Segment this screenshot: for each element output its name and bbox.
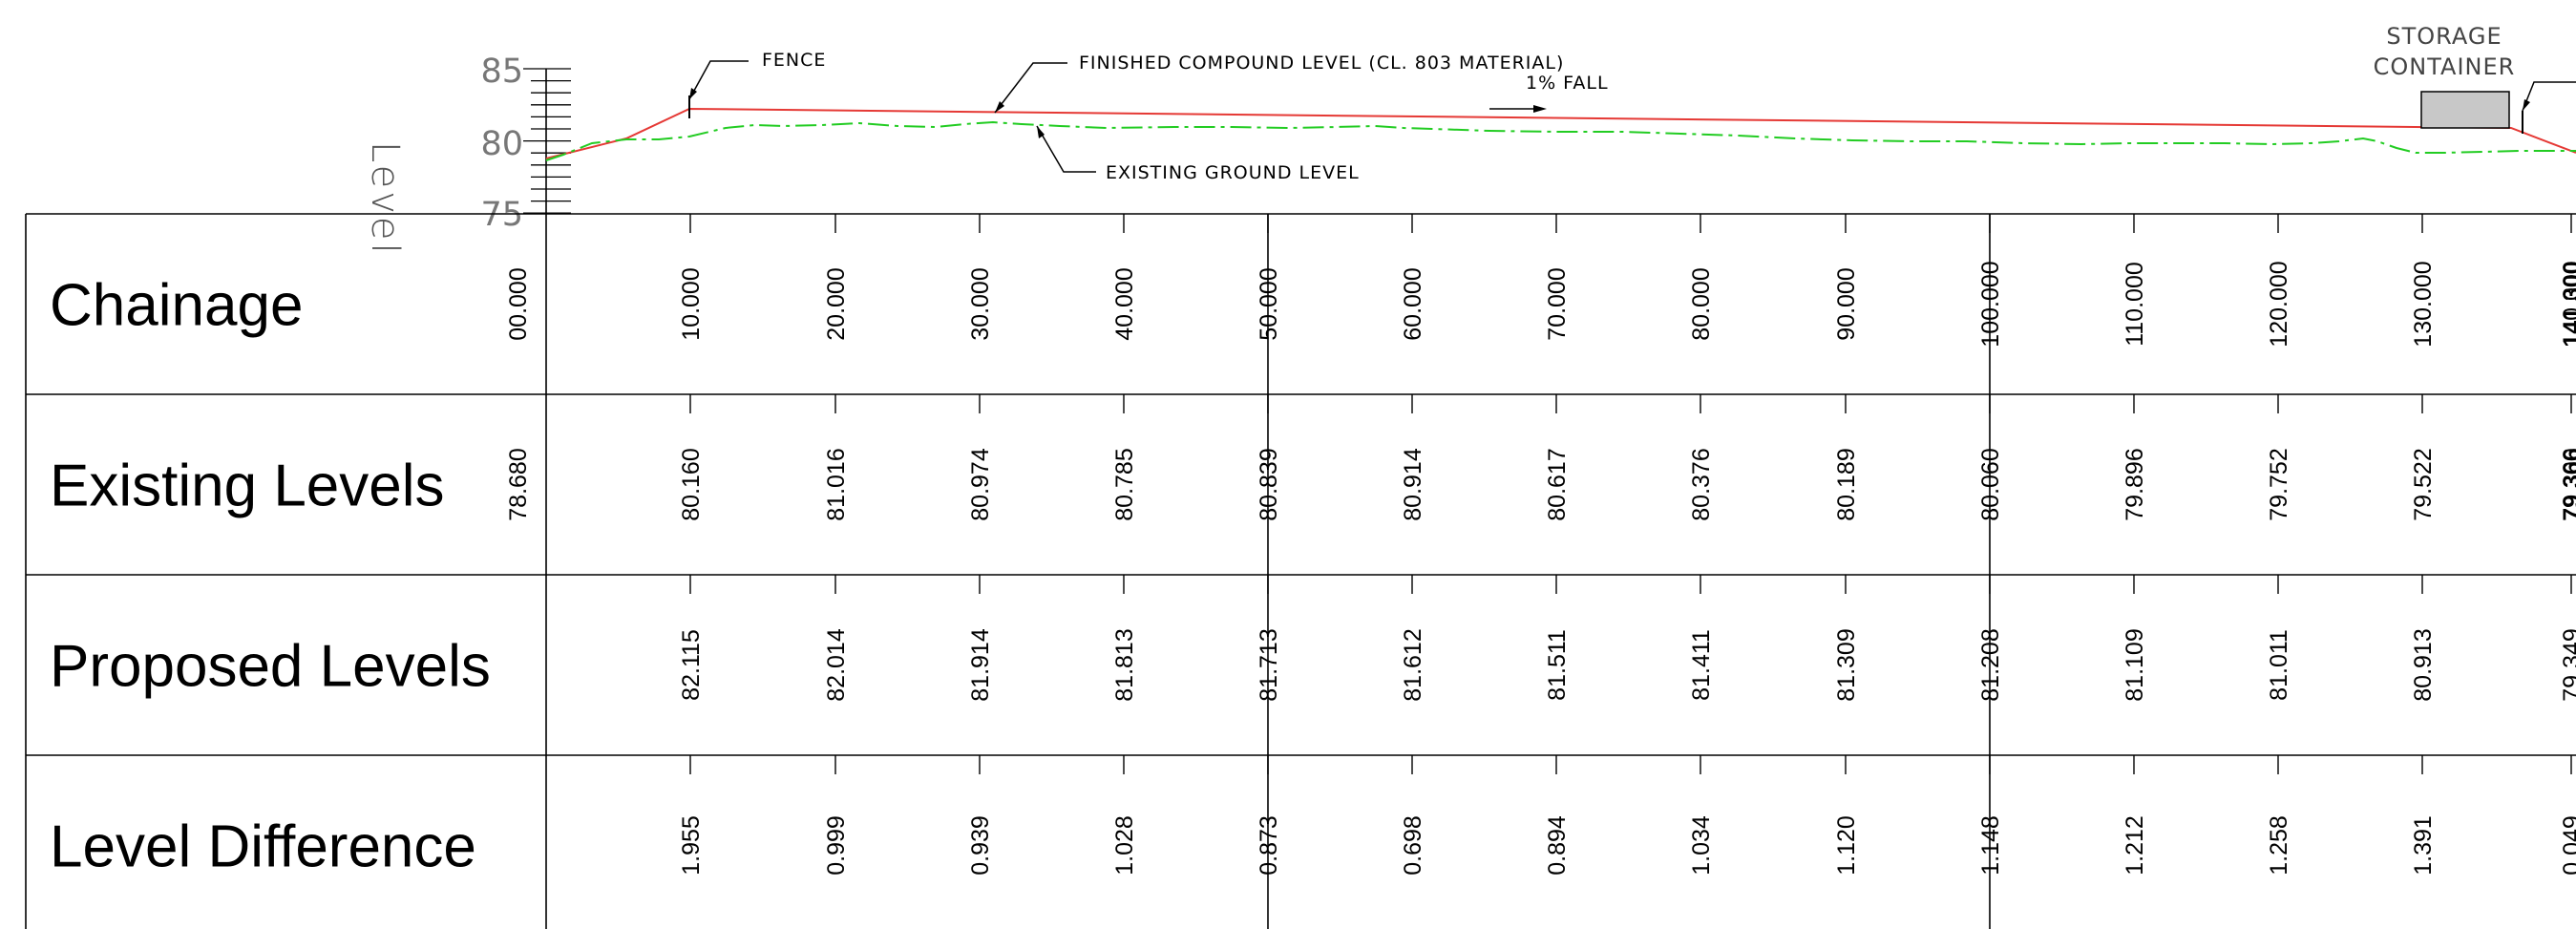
fence-arrowhead (689, 88, 697, 99)
table-cell-value: 0.939 (967, 815, 994, 876)
proposed-level-line (545, 107, 2576, 159)
table-cell-value: 1.028 (1111, 815, 1138, 876)
axis-tick-85: 85 (480, 53, 523, 91)
table-cell-value: 60.000 (1400, 267, 1426, 340)
table-cell-value: 90.000 (1833, 267, 1860, 340)
profile-annotations: FENCE FINISHED COMPOUND LEVEL (CL. 803 M… (688, 23, 2576, 183)
table-cell-value: 80.160 (678, 448, 705, 520)
table-cell-value: 80.974 (967, 448, 994, 521)
table-cell-value: 79.522 (2410, 448, 2437, 520)
fall-arrowhead (1533, 105, 1547, 113)
table-cell-value: 140.000 (2559, 261, 2576, 347)
existing-ground-arrowhead (1037, 126, 1045, 138)
existing-ground-label: EXISTING GROUND LEVEL (1106, 162, 1360, 183)
row-label: Existing Levels (50, 454, 445, 519)
row-label: Level Difference (50, 814, 476, 880)
table-cell-value: 70.000 (1544, 267, 1571, 340)
table-cell-value: 1.148 (1977, 815, 2004, 876)
finished-level-label: FINISHED COMPOUND LEVEL (CL. 803 MATERIA… (1079, 53, 1564, 74)
table-cell-value: 80.189 (1833, 448, 1860, 520)
table-cell-value: 00.000 (505, 267, 532, 340)
table-cell-value: 81.411 (1688, 629, 1715, 701)
row-label: Chainage (50, 273, 303, 339)
table-cell-value: 40.000 (1111, 267, 1138, 340)
fence-label: FENCE (762, 50, 826, 71)
table-cell-value: 81.914 (967, 628, 994, 702)
storage-leader (2522, 81, 2576, 112)
fall-label: 1% FALL (1526, 73, 1609, 94)
table-cell-value: 80.785 (1111, 448, 1138, 520)
storage-container (2420, 91, 2510, 129)
table-cell-value: 30.000 (967, 267, 994, 340)
finished-level-leader (994, 62, 1067, 114)
axis-tick-80: 80 (480, 125, 523, 163)
table-cell-value: 80.000 (1688, 267, 1715, 340)
table-cell-value: 20.000 (823, 267, 850, 340)
table-cell-value: 81.016 (823, 448, 850, 520)
table-cell-value: 80.376 (1688, 448, 1715, 520)
table-cell-value: 1.212 (2122, 815, 2148, 876)
table-cell-value: 80.914 (1400, 448, 1426, 521)
table-cell-value: 81.011 (2266, 629, 2292, 701)
data-table-values: 00.000 10.000 20.000 30.000 40.000 50.000 60.0… (505, 214, 2576, 876)
table-cell-value: 0.698 (1400, 815, 1426, 876)
table-cell-value: 0.894 (1544, 815, 1571, 876)
table-cell-value: 81.511 (1544, 629, 1571, 701)
table-cell-value: 1.391 (2410, 815, 2437, 876)
storage-arrowhead (2523, 99, 2530, 111)
data-table-grid (25, 213, 2576, 929)
table-cell-value: 80.839 (1256, 448, 1282, 520)
table-cell-value: 1.034 (1688, 815, 1715, 876)
table-cell-value: 100.000 (1977, 261, 2004, 347)
table-cell-value: 120.000 (2266, 261, 2292, 347)
table-cell-value: 81.813 (1111, 628, 1138, 701)
existing-ground-line (545, 120, 2576, 161)
table-cell-value: 82.115 (678, 629, 705, 701)
table-cell-value: 78.680 (505, 448, 532, 520)
axis-tick-marks (523, 68, 571, 214)
table-cell-value: 80.617 (1544, 448, 1571, 520)
table-cell-value: 110.000 (2122, 262, 2148, 347)
table-cell-value: 81.208 (1977, 628, 2004, 701)
table-cell-value: 79.349 (2559, 628, 2576, 701)
table-cell-value: 81.109 (2122, 628, 2148, 701)
table-cell-value: 130.000 (2410, 261, 2437, 347)
storage-label-line1: STORAGE (2386, 23, 2502, 50)
table-cell-value: 79.300 (2559, 448, 2576, 520)
table-cell-value: 81.713 (1256, 628, 1282, 701)
level-axis: Level 85 80 75 (363, 53, 571, 257)
profile-lines (545, 107, 2576, 161)
table-cell-value: 81.612 (1400, 628, 1426, 701)
table-cell-value: 0.999 (823, 815, 850, 876)
table-cell-value: 82.014 (823, 628, 850, 702)
axis-tick-75: 75 (480, 196, 523, 234)
storage-label-line2: CONTAINER (2374, 53, 2516, 80)
table-cell-value: 0.049 (2559, 815, 2576, 876)
table-cell-value: 81.309 (1833, 628, 1860, 701)
data-table-row-labels: Chainage Existing Levels Proposed Levels Le… (50, 273, 491, 880)
table-cell-value: 50.000 (1256, 267, 1282, 340)
row-label: Proposed Levels (50, 634, 491, 700)
level-axis-label: Level (363, 141, 407, 257)
table-cell-value: 80.913 (2410, 628, 2437, 701)
fence-leader (688, 60, 749, 100)
table-cell-value: 0.873 (1256, 815, 1282, 876)
table-cell-value: 10.000 (678, 267, 705, 340)
table-cell-value: 79.752 (2266, 448, 2292, 520)
table-cell-value: 1.955 (678, 815, 705, 876)
table-cell-value: 1.120 (1833, 815, 1860, 876)
table-cell-value: 80.060 (1977, 448, 2004, 520)
table-cell-overlap-value: 79.366 (2559, 448, 2576, 520)
table-cell-value: 79.896 (2122, 448, 2148, 520)
finished-level-arrowhead (995, 101, 1004, 113)
table-cell-value: 1.258 (2266, 815, 2292, 876)
table-cell-overlap-value: 141.300 (2559, 261, 2576, 347)
existing-ground-leader (1036, 125, 1096, 173)
